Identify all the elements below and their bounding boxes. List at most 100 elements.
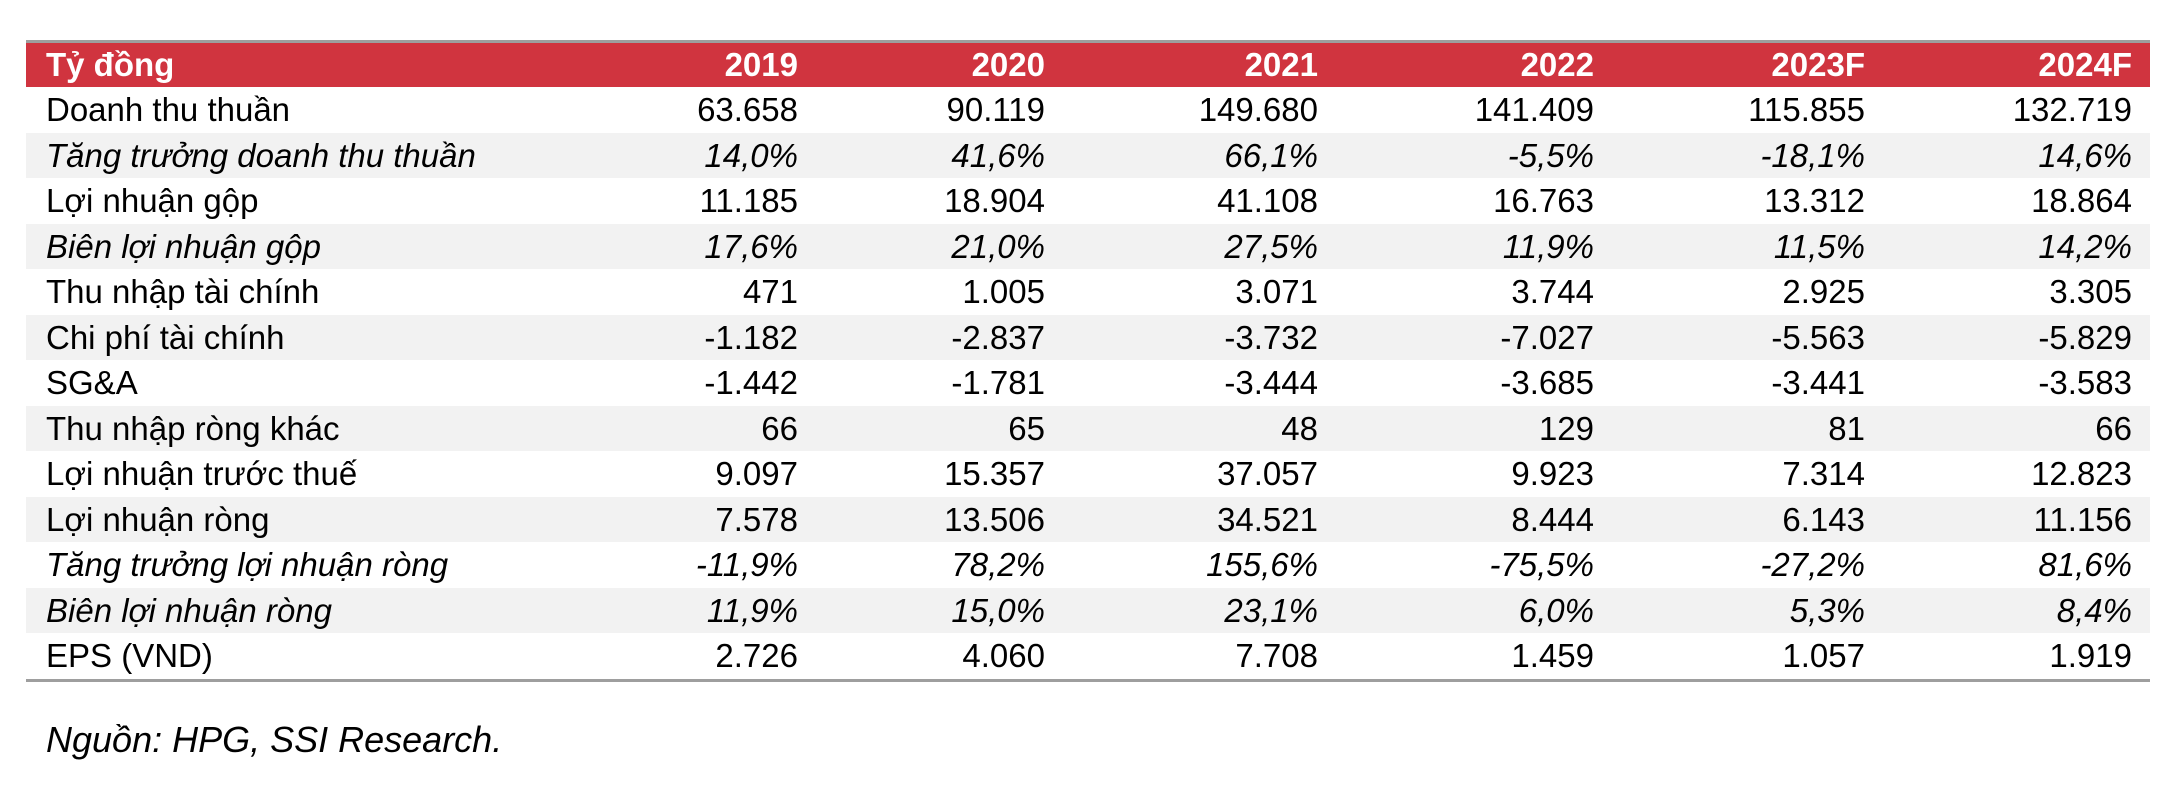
table-cell: -5.563 [1771,318,1865,356]
table-cell: 9.097 [715,455,798,492]
row-label: SG&A [46,364,138,401]
table-cell: 4.060 [962,637,1045,674]
table-cell: -2.837 [951,318,1045,356]
table-cell: 11,9% [1502,227,1594,265]
table-cell: 41.108 [1217,182,1318,219]
table-cell: 27,5% [1224,227,1318,265]
table-cell: -18,1% [1760,136,1865,174]
table-row: Biên lợi nhuận gộp 17,6% 21,0% 27,5% 11,9% 11… [26,223,2150,269]
table-cell: 1.919 [2049,637,2132,674]
table-cell: -27,2% [1760,546,1865,583]
table-cell: 21,0% [951,227,1045,265]
table-cell: 8.444 [1511,500,1594,538]
row-label: Biên lợi nhuận gộp [46,227,321,265]
table-cell: 14,0% [704,136,798,174]
source-note: Nguồn: HPG, SSI Research. [46,719,503,760]
table-cell: 1.057 [1782,637,1865,674]
header-year-2020: 2020 [971,46,1045,83]
table-cell: -3.441 [1771,364,1865,401]
table-cell: -11,9% [695,546,798,583]
table-cell: 115.855 [1748,91,1865,128]
row-label: Lợi nhuận ròng [46,500,270,538]
table-cell: 11,9% [706,591,798,629]
header-year-2021: 2021 [1244,46,1318,83]
row-label: Thu nhập ròng khác [46,409,340,447]
table-cell: 1.005 [962,273,1045,310]
table-cell: 81,6% [2038,546,2132,583]
row-label: Biên lợi nhuận ròng [46,591,332,629]
table-cell: 3.305 [2049,273,2132,310]
table-row: Doanh thu thuần 63.658 90.119 149.680 141.40… [26,87,2150,133]
table-cell: -1.442 [704,364,798,401]
table-cell: -7.027 [1500,318,1594,356]
table-cell: -5.829 [2038,318,2132,356]
table-row: Tăng trưởng doanh thu thuần 14,0% 41,6% 66,… [26,132,2150,178]
table-cell: 65 [1008,409,1045,447]
table-row: Thu nhập ròng khác 66 65 48 129 81 66 [26,405,2150,451]
table-cell: 149.680 [1198,91,1318,128]
table-cell: 12.823 [2031,455,2132,492]
row-label: Thu nhập tài chính [46,273,320,310]
table-cell: 11,5% [1773,227,1865,265]
table-row: Biên lợi nhuận ròng 11,9% 15,0% 23,1% 6,0% 5,… [26,587,2150,633]
table-cell: 6.143 [1782,500,1865,538]
row-label: EPS (VND) [46,637,213,674]
table-cell: 2.726 [715,637,798,674]
table-cell: 90.119 [946,91,1045,128]
table-cell: -3.444 [1224,364,1318,401]
table-row: Chi phí tài chính -1.182 -2.837 -3.732 -7.02… [26,314,2150,360]
table-header-row: Tỷ đồng 2019 2020 2021 2022 2023F 2024F [26,41,2150,87]
table-cell: 66 [2095,409,2132,447]
table-cell: 1.459 [1511,637,1594,674]
table-cell: 15,0% [951,591,1045,629]
header-year-2019: 2019 [724,46,798,83]
table-cell: 8,4% [2056,591,2132,629]
table-cell: 155,6% [1206,546,1318,583]
table-row: SG&A -1.442 -1.781 -3.444 -3.685 -3.441 -3.583 [26,360,2150,406]
table-cell: 34.521 [1217,500,1318,538]
table-cell: 7.314 [1782,455,1865,492]
table-cell: 2.925 [1782,273,1865,310]
table-cell: 3.071 [1235,273,1318,310]
header-unit: Tỷ đồng [46,46,175,83]
financial-table: Tỷ đồng 2019 2020 2021 2022 2023F 2024F … [26,40,2150,682]
row-label: Lợi nhuận trước thuế [46,455,358,492]
table-cell: 15.357 [944,455,1045,492]
table-cell: -75,5% [1489,546,1594,583]
table-cell: 129 [1538,409,1594,447]
table-cell: 5,3% [1789,591,1865,629]
table-cell: -1.182 [704,318,798,356]
row-label: Tăng trưởng doanh thu thuần [46,136,476,174]
table-cell: 78,2% [951,546,1045,583]
table-cell: 18.864 [2031,182,2132,219]
table-cell: 9.923 [1511,455,1594,492]
table-cell: -5,5% [1507,136,1594,174]
table-cell: -1.781 [951,364,1045,401]
table-cell: -3.732 [1224,318,1318,356]
table-row: Tăng trưởng lợi nhuận ròng -11,9% 78,2% 155… [26,542,2150,588]
header-year-2023f: 2023F [1771,46,1865,83]
table-cell: 48 [1281,409,1318,447]
table-cell: 7.708 [1235,637,1318,674]
table-cell: 23,1% [1224,591,1318,629]
table-cell: 41,6% [951,136,1045,174]
table-cell: 63.658 [697,91,798,128]
row-label: Chi phí tài chính [46,318,285,356]
table-row: Lợi nhuận gộp 11.185 18.904 41.108 16.763 13.… [26,178,2150,224]
table-cell: 11.185 [699,182,798,219]
table-cell: 66,1% [1224,136,1318,174]
table-cell: 18.904 [944,182,1045,219]
table-cell: 7.578 [715,500,798,538]
table-cell: 66 [761,409,798,447]
table-row: EPS (VND) 2.726 4.060 7.708 1.459 1.057 1.919 [26,633,2150,680]
table-cell: 141.409 [1474,91,1594,128]
table-cell: 471 [742,273,798,310]
table-row: Lợi nhuận ròng 7.578 13.506 34.521 8.444 6.14… [26,496,2150,542]
table-cell: 132.719 [2012,91,2132,128]
row-label: Doanh thu thuần [46,91,291,128]
table-cell: 13.312 [1764,182,1865,219]
table-cell: 13.506 [944,500,1045,538]
table-cell: 16.763 [1493,182,1594,219]
table-cell: 6,0% [1518,591,1594,629]
table-cell: -3.685 [1500,364,1594,401]
